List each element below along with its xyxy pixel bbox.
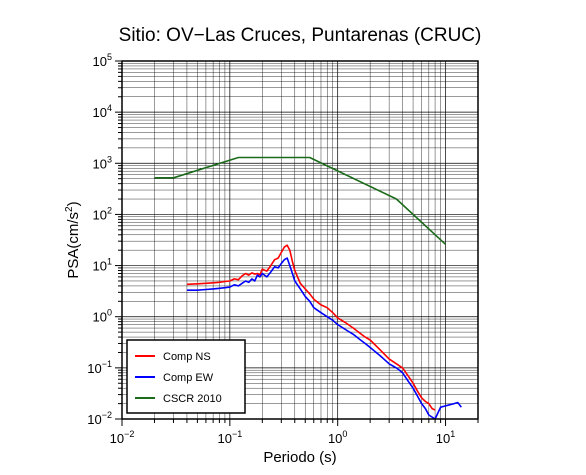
y-tick-label-base: 10 [93, 259, 107, 274]
x-tick-label-exponent: −2 [124, 429, 134, 439]
x-tick-label-base: 10 [110, 431, 124, 446]
plot-area [154, 156, 462, 420]
x-tick-label: 100 [328, 429, 347, 446]
y-tick-label-base: 10 [93, 310, 107, 325]
axis-ticks [115, 60, 479, 426]
x-tick-label-base: 10 [217, 431, 231, 446]
legend-label-ns: Comp NS [163, 351, 211, 363]
y-tick-label: 100 [93, 308, 112, 325]
y-tick-label-base: 10 [93, 54, 107, 69]
y-axis-label-close: ) [65, 201, 82, 206]
x-axis-tick-labels: 10−2 10−1 100 101 [110, 429, 456, 446]
y-tick-label-exponent: −1 [102, 359, 112, 369]
x-tick-label-exponent: 0 [342, 429, 347, 439]
y-tick-label: 104 [93, 103, 112, 120]
y-tick-label-base: 10 [93, 105, 107, 120]
y-tick-label-exponent: −2 [102, 410, 112, 420]
y-axis-label-superscript: 2 [64, 206, 75, 212]
y-tick-label-exponent: 4 [107, 103, 112, 113]
y-tick-label: 101 [93, 257, 112, 274]
x-tick-label-base: 10 [436, 431, 450, 446]
x-axis-label: Periodo (s) [263, 449, 336, 466]
y-tick-label: 102 [93, 205, 112, 222]
legend-label-ew: Comp EW [163, 372, 214, 384]
series-line-cscr-2010 [154, 156, 447, 245]
y-tick-label-base: 10 [93, 156, 107, 171]
y-tick-label-exponent: 1 [107, 257, 112, 267]
chart-grid [121, 60, 479, 420]
plot-frame [121, 60, 479, 420]
y-axis-label: PSA(cm/s2) [64, 201, 82, 278]
x-tick-label-exponent: −1 [232, 429, 242, 439]
y-tick-label-base: 10 [87, 412, 101, 427]
y-axis-label-main: PSA(cm/s [65, 212, 82, 279]
y-tick-label: 103 [93, 154, 112, 171]
y-tick-label-base: 10 [93, 207, 107, 222]
chart-legend: Comp NS Comp EW CSCR 2010 [126, 339, 246, 414]
y-tick-label-exponent: 2 [107, 205, 112, 215]
x-tick-label-base: 10 [328, 431, 342, 446]
y-tick-label: 10−2 [87, 410, 112, 427]
series-line-comp-ns [186, 244, 436, 411]
chart-title: Sitio: OV−Las Cruces, Puntarenas (CRUC) [119, 25, 482, 46]
x-tick-label-exponent: 1 [450, 429, 455, 439]
y-tick-label-exponent: 3 [107, 154, 112, 164]
series-line-comp-ew [186, 257, 462, 420]
x-tick-label: 10−2 [110, 429, 135, 446]
x-tick-label: 10−1 [217, 429, 242, 446]
x-tick-label: 101 [436, 429, 455, 446]
y-tick-label-exponent: 0 [107, 308, 112, 318]
y-tick-label: 105 [93, 52, 112, 69]
legend-label-cscr: CSCR 2010 [163, 393, 222, 405]
y-tick-label-base: 10 [87, 361, 101, 376]
y-tick-label: 10−1 [87, 359, 112, 376]
y-tick-label-exponent: 5 [107, 52, 112, 62]
